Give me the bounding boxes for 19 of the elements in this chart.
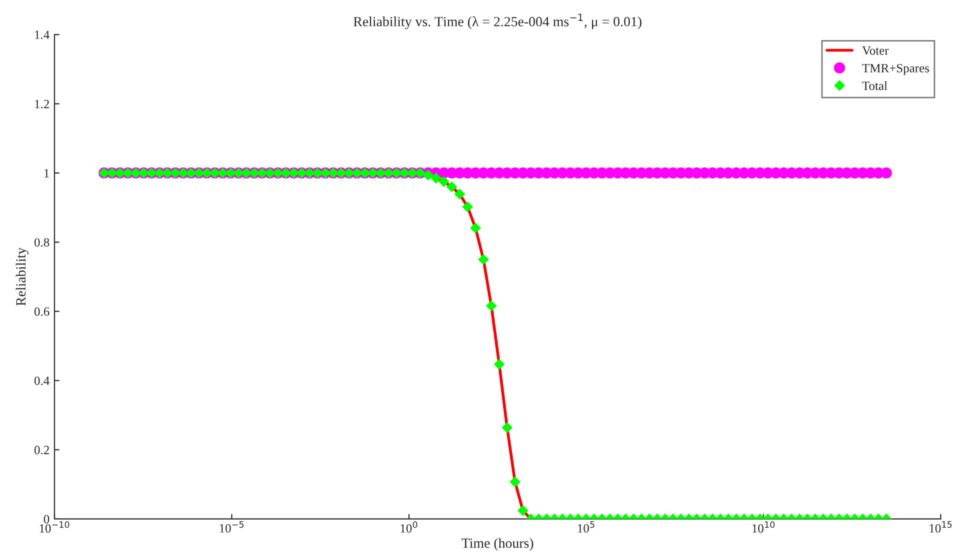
y-tick-label: 1.2 [35,100,49,108]
y-tick-label: 0.2 [34,446,49,454]
chart-title: Reliability vs. Time (λ = 2.25e-004 ms$^{−1}$, μ = 0.01) [354,14,642,30]
y-tick-label: 0 [44,514,50,524]
x-tick-label: 10$^{5}$ [578,521,594,533]
y-tick-label: 0.8 [34,238,50,247]
y-tick-label: 0.6 [34,307,50,316]
x-tick-label: 10$^{−5}$ [220,521,244,533]
legend-label: Total [862,81,888,90]
y-axis-title: Reliability [16,248,28,306]
x-tick-label: 10$^{0}$ [400,521,418,533]
y-tick-label: 1.4 [35,30,50,40]
x-tick-label: 10$^{10}$ [752,521,775,533]
x-tick-label: 10$^{15}$ [930,521,952,533]
x-axis-title: Time (hours) [462,538,534,551]
y-tick-label: 1 [44,169,49,178]
y-tick-label: 0.4 [34,376,50,386]
legend-label: TMR+Spares [862,64,929,75]
legend-label: Voter [862,46,889,55]
